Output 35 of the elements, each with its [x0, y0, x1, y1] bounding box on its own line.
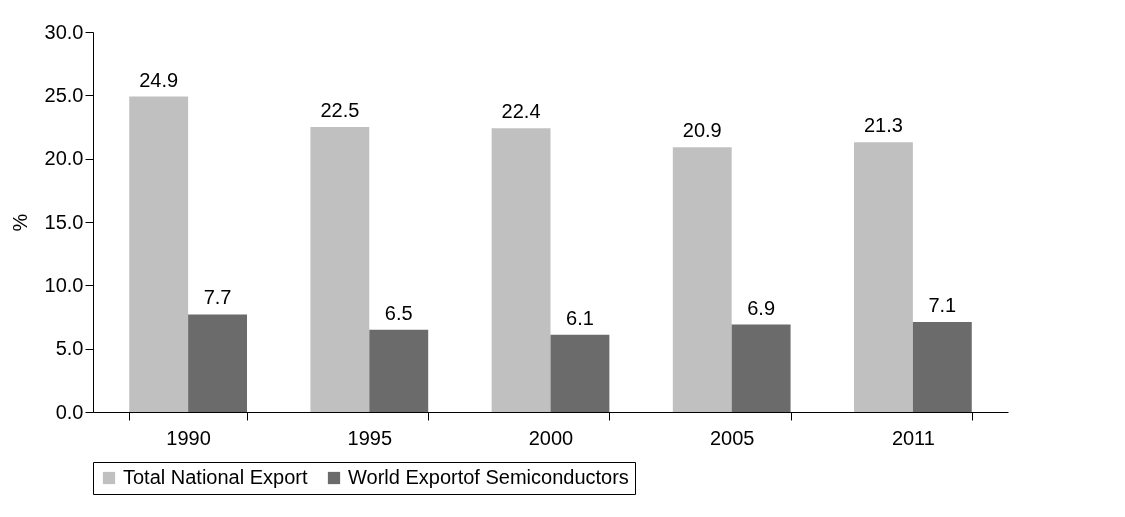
data-label: 6.1	[566, 306, 594, 329]
y-tick-label: 20.0	[44, 147, 84, 170]
legend-label: World Exportof Semiconductors	[348, 466, 629, 488]
bar	[369, 329, 429, 412]
bar	[853, 142, 913, 412]
x-tick-label: 2011	[891, 426, 935, 449]
bar	[310, 127, 370, 412]
y-tick-label: 25.0	[44, 83, 84, 106]
legend-label: Total National Export	[123, 466, 308, 488]
data-label: 7.7	[203, 286, 232, 309]
x-tick-label: 1995	[347, 426, 393, 449]
bar	[912, 322, 972, 412]
data-label: 22.4	[501, 100, 541, 123]
y-tick-label: 5.0	[55, 337, 84, 360]
data-label: 22.5	[320, 99, 360, 121]
data-label: 7.1	[928, 294, 957, 317]
bar	[188, 314, 248, 412]
data-label: 20.9	[682, 119, 722, 142]
x-tick-label: 1990	[166, 426, 211, 449]
y-tick-label: 15.0	[44, 210, 84, 233]
y-tick-label: 30.0	[44, 20, 84, 43]
bar	[550, 334, 610, 412]
bar	[491, 128, 551, 412]
x-tick-label: 2005	[709, 426, 755, 449]
data-label: 6.9	[747, 296, 776, 319]
bar	[731, 324, 791, 412]
y-tick-label: 0.0	[55, 400, 84, 423]
x-tick-label: 2000	[528, 426, 574, 449]
bar	[672, 147, 732, 412]
y-axis-title: %	[8, 213, 31, 232]
data-label: 21.3	[863, 114, 903, 137]
bar	[129, 96, 189, 412]
data-label: 6.5	[384, 301, 413, 324]
data-label: 24.9	[139, 68, 179, 91]
y-tick-label: 10.0	[44, 273, 84, 296]
